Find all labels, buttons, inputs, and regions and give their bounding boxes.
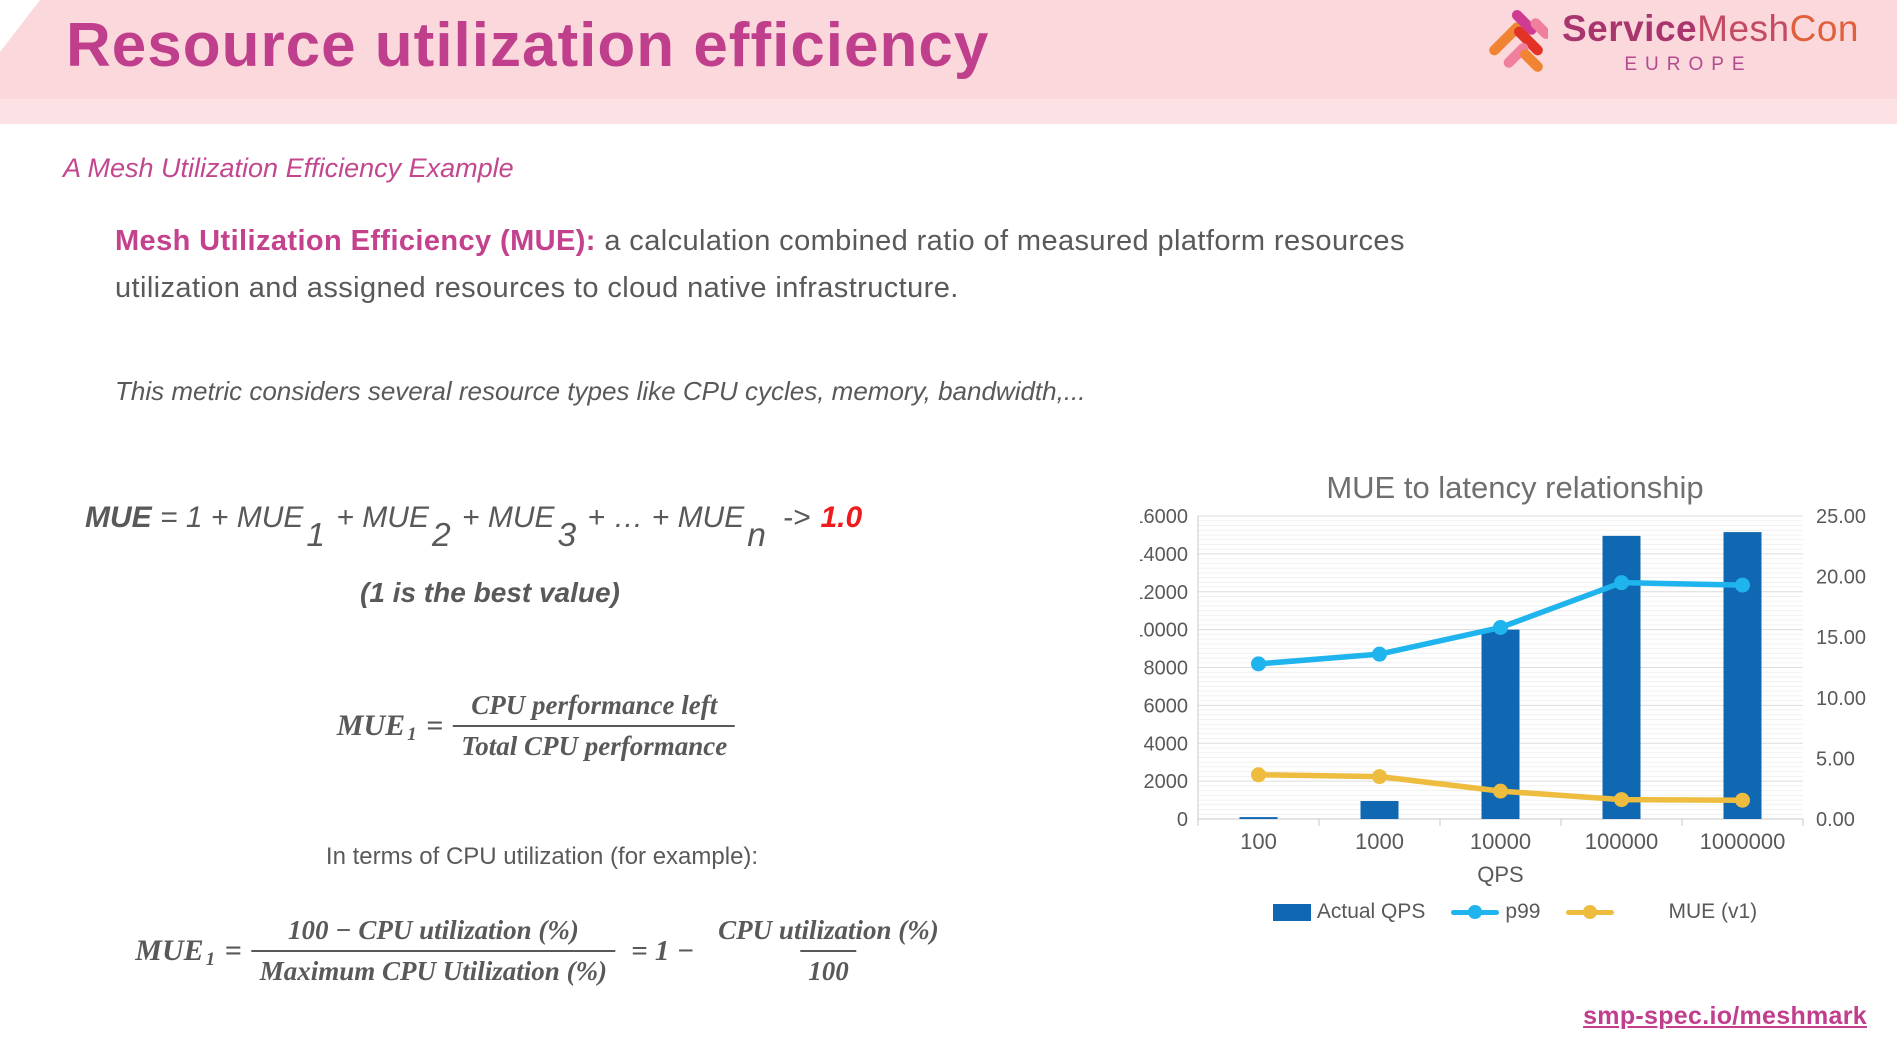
fraction-numerator: CPU utilization (%) bbox=[718, 915, 939, 945]
brand-name: ServiceMeshCon bbox=[1562, 8, 1859, 50]
fraction-numerator: CPU performance left bbox=[471, 690, 718, 720]
arrow-text: -> bbox=[782, 501, 811, 534]
legend-label: Actual QPS bbox=[1316, 900, 1426, 923]
meshmark-link[interactable]: smp-spec.io/meshmark bbox=[1583, 1002, 1867, 1030]
legend-label: MUE (v1) bbox=[1668, 900, 1758, 923]
brand-region: EUROPE bbox=[1624, 54, 1753, 75]
legend-item-p99: p99 bbox=[1451, 900, 1540, 924]
chart-legend: Actual QPS p99 MUE (v1) bbox=[1140, 900, 1890, 924]
header-band: Resource utilization efficiency ServiceM… bbox=[0, 0, 1897, 124]
svg-text:8000: 8000 bbox=[1144, 658, 1189, 680]
best-value-caption: (1 is the best value) bbox=[360, 577, 620, 608]
chart-title: MUE to latency relationship bbox=[1326, 470, 1704, 505]
subscript-3: 3 bbox=[557, 517, 577, 555]
fraction-denominator: Total CPU performance bbox=[453, 725, 736, 762]
equals-sign: = bbox=[418, 709, 444, 742]
mid-expression: = 1 − bbox=[631, 934, 695, 967]
svg-text:10000: 10000 bbox=[1470, 829, 1531, 854]
line-swatch-icon bbox=[1566, 905, 1615, 919]
legend-label: p99 bbox=[1505, 900, 1541, 923]
formula-text: + MUE bbox=[328, 501, 429, 534]
svg-text:2000: 2000 bbox=[1144, 771, 1189, 793]
fraction-numerator: 100 − CPU utilization (%) bbox=[287, 915, 579, 945]
page-title: Resource utilization efficiency bbox=[66, 11, 990, 80]
lead-term: Mesh Utilization Efficiency (MUE): bbox=[115, 225, 596, 257]
svg-text:100000: 100000 bbox=[1585, 829, 1658, 854]
fraction: 100 − CPU utilization (%) Maximum CPU Ut… bbox=[251, 915, 616, 987]
svg-text:1000000: 1000000 bbox=[1700, 829, 1786, 854]
legend-item-mue-v1: MUE (v1) bbox=[1566, 900, 1757, 924]
target-value: 1.0 bbox=[820, 501, 863, 534]
bar-swatch-icon bbox=[1272, 903, 1311, 921]
svg-text:4000: 4000 bbox=[1144, 733, 1189, 755]
legend-item-actual-qps: Actual QPS bbox=[1272, 900, 1426, 924]
svg-text:6000: 6000 bbox=[1144, 695, 1189, 717]
subscript-1: 1 bbox=[306, 517, 326, 555]
svg-text:1000: 1000 bbox=[1355, 829, 1404, 854]
svg-text:10000: 10000 bbox=[1140, 620, 1188, 642]
lead-definition: a calculation combined ratio of measured… bbox=[115, 225, 1405, 304]
brand-mesh: Mesh bbox=[1697, 8, 1790, 49]
chart-svg: 0 2000 4000 6000 8000 10000 12000 14000 16000 0.0… bbox=[1140, 506, 1866, 887]
formula-text: + MUE bbox=[453, 501, 555, 534]
fraction-denominator: 100 bbox=[800, 950, 857, 987]
formula-mue1: MUE 1 = CPU performance left Total CPU pe… bbox=[337, 690, 745, 762]
formula-text: = 1 + MUE bbox=[151, 501, 304, 534]
subscript-2: 2 bbox=[431, 517, 451, 555]
formula-text: + … + MUE bbox=[579, 501, 745, 534]
svg-text:10.00: 10.00 bbox=[1816, 688, 1866, 710]
brand-con: Con bbox=[1789, 8, 1859, 49]
servicemeshcon-logo: ServiceMeshCon EUROPE bbox=[1482, 8, 1859, 76]
svg-text:0: 0 bbox=[1177, 809, 1188, 831]
fraction: CPU performance left Total CPU performan… bbox=[453, 690, 736, 762]
svg-text:16000: 16000 bbox=[1140, 506, 1188, 528]
svg-text:QPS: QPS bbox=[1477, 862, 1523, 887]
svg-text:20.00: 20.00 bbox=[1816, 567, 1866, 589]
fraction: CPU utilization (%) 100 bbox=[710, 915, 947, 987]
brand-service: Service bbox=[1561, 8, 1698, 49]
formula-cpu-utilization: MUE 1 = 100 − CPU utilization (%) Maximum… bbox=[135, 915, 956, 987]
mue1-lhs: MUE bbox=[336, 709, 406, 742]
fraction-denominator: Maximum CPU Utilization (%) bbox=[251, 950, 616, 987]
svg-text:100: 100 bbox=[1240, 829, 1277, 854]
svg-text:5.00: 5.00 bbox=[1816, 748, 1855, 770]
brand-wordmark: ServiceMeshCon EUROPE bbox=[1562, 8, 1859, 76]
svg-text:25.00: 25.00 bbox=[1816, 506, 1866, 528]
formula-mue-sum: MUE = 1 + MUE 1 + MUE 2 + MUE 3 + … + MUE n -… bbox=[85, 498, 863, 554]
cpu-intro-text: In terms of CPU utilization (for example… bbox=[325, 843, 759, 870]
lead-paragraph: Mesh Utilization Efficiency (MUE): a cal… bbox=[115, 218, 1675, 312]
svg-text:0.00: 0.00 bbox=[1816, 809, 1855, 831]
formula-lhs: MUE bbox=[85, 501, 152, 534]
mue1-sub: 1 bbox=[407, 723, 417, 745]
metric-note: This metric considers several resource t… bbox=[115, 376, 1086, 406]
corner-notch bbox=[0, 0, 40, 52]
line-swatch-icon bbox=[1451, 905, 1500, 919]
equals-sign: = bbox=[217, 934, 242, 967]
svg-text:12000: 12000 bbox=[1140, 582, 1188, 604]
subtitle: A Mesh Utilization Efficiency Example bbox=[63, 153, 514, 183]
cpu-lhs: MUE bbox=[135, 934, 204, 967]
weave-logo-icon bbox=[1489, 10, 1548, 72]
cpu-sub: 1 bbox=[205, 948, 216, 970]
svg-text:15.00: 15.00 bbox=[1816, 627, 1866, 649]
subscript-n: n bbox=[747, 517, 766, 555]
svg-text:14000: 14000 bbox=[1140, 544, 1188, 566]
